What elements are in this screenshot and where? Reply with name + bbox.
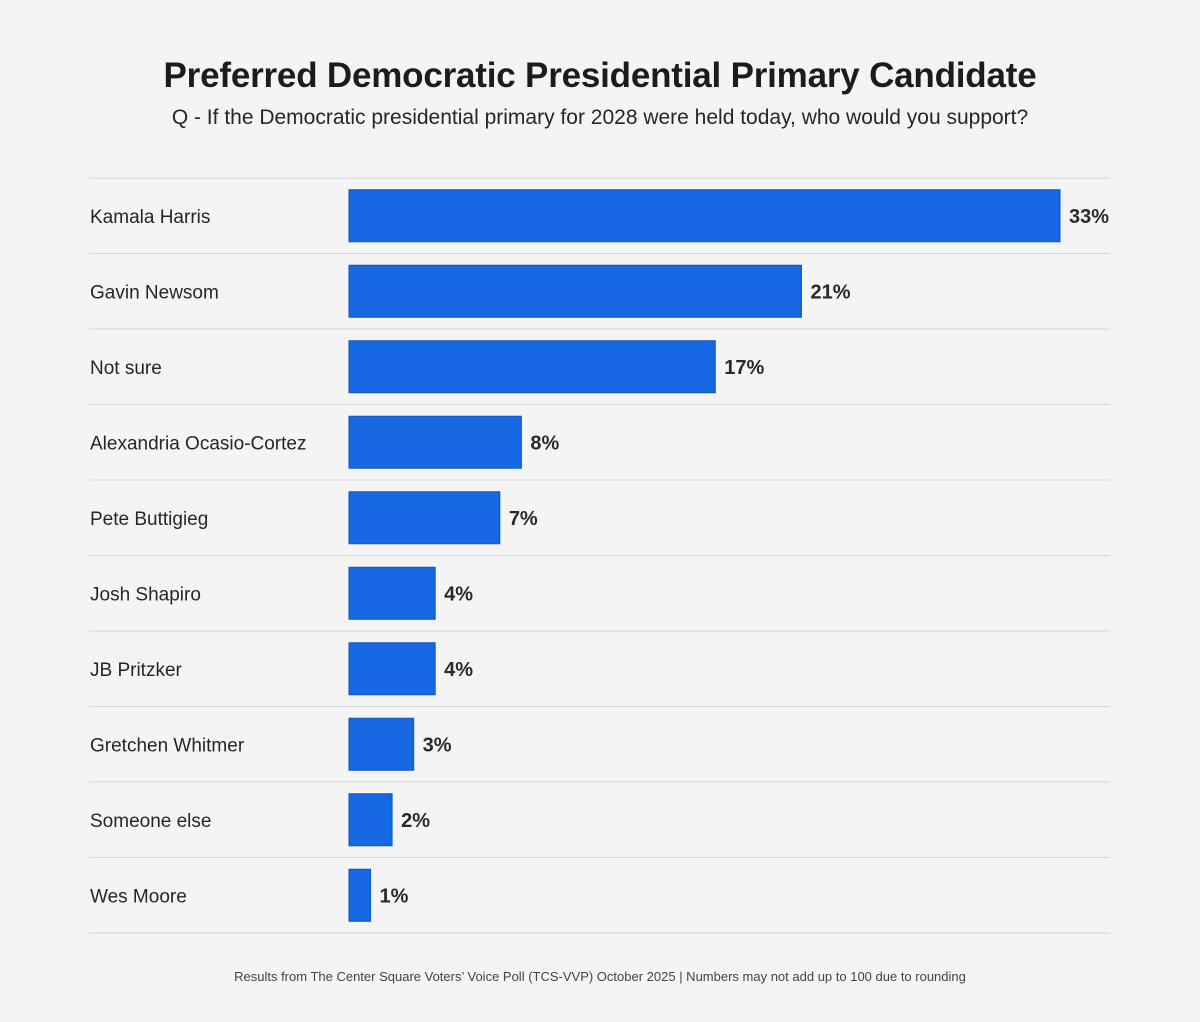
bar [348,717,415,771]
bar [348,566,436,620]
bar [348,868,372,922]
category-label: JB Pritzker [90,660,183,681]
bar [348,491,501,545]
category-label: Alexandria Ocasio-Cortez [90,433,306,454]
value-label: 8% [530,432,559,454]
value-label: 21% [810,281,850,303]
value-label: 1% [380,885,409,907]
category-label: Not sure [90,358,162,379]
bar [348,642,436,696]
bar [348,793,393,847]
bar [348,340,716,394]
chart-title: Preferred Democratic Presidential Primar… [163,56,1037,95]
chart-subtitle: Q - If the Democratic presidential prima… [171,106,1029,129]
value-label: 3% [423,734,452,756]
category-label: Pete Buttigieg [90,509,208,530]
category-label: Kamala Harris [90,207,210,228]
footer-note: Results from The Center Square Voters’ V… [234,969,966,984]
value-label: 2% [401,810,430,832]
bar [348,415,522,469]
category-label: Someone else [90,811,211,832]
bar [348,264,802,318]
value-label: 7% [509,508,538,530]
value-label: 4% [444,583,473,605]
category-label: Gavin Newsom [90,282,219,303]
value-label: 4% [444,659,473,681]
bar [348,189,1061,243]
category-label: Josh Shapiro [90,584,201,605]
category-label: Gretchen Whitmer [90,735,245,756]
value-label: 17% [724,357,764,379]
value-label: 33% [1069,206,1109,228]
category-label: Wes Moore [90,886,187,907]
